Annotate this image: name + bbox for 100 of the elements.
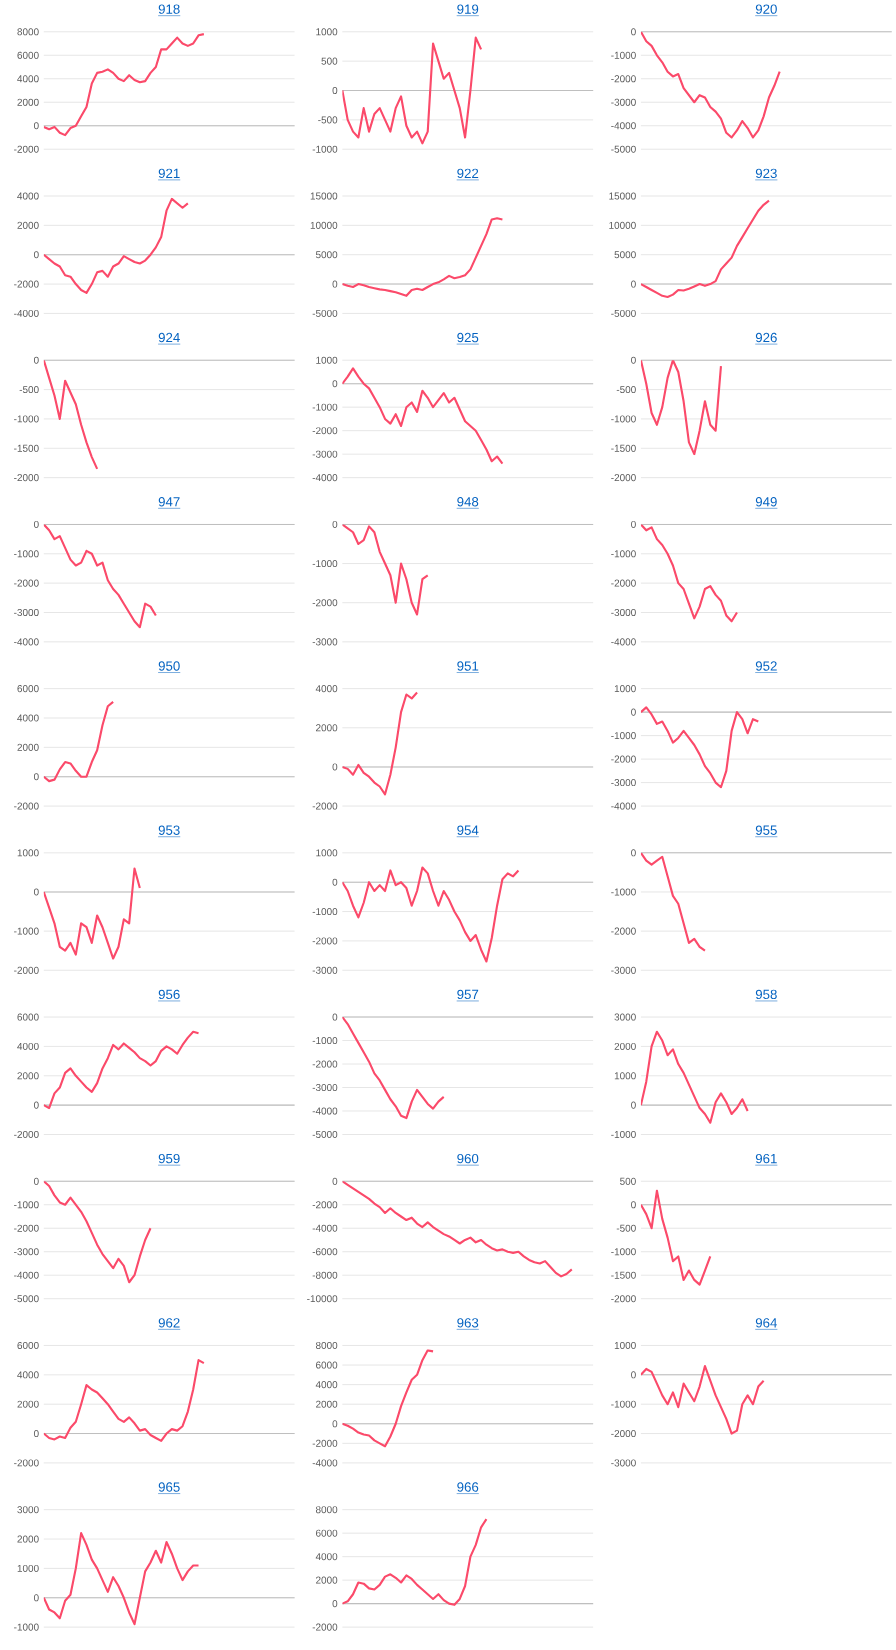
y-tick-label: 1000: [17, 1564, 39, 1572]
line-series: [641, 524, 739, 623]
y-tick-label: 10000: [310, 221, 338, 229]
line-series: [641, 199, 771, 299]
y-tick-label: -2000: [611, 75, 636, 83]
y-tick-label: 1000: [615, 1341, 636, 1349]
y-tick-label: 3000: [17, 1506, 39, 1514]
y-tick-label: -2000: [312, 1623, 338, 1631]
y-tick-label: 15000: [609, 192, 636, 200]
y-tick-label: 2000: [316, 1400, 338, 1408]
y-tick-label: 1000: [316, 356, 338, 364]
y-tick-label: 0: [332, 86, 338, 95]
y-tick-label: -3000: [611, 1459, 636, 1467]
y-tick-label: 2000: [17, 98, 39, 106]
y-tick-label: -500: [19, 386, 39, 394]
y-tick-label: 8000: [17, 28, 39, 36]
y-tick-label: 1000: [615, 685, 636, 693]
y-tick-label: -2000: [14, 474, 39, 482]
y-tick-label: 0: [631, 849, 636, 857]
y-tick-label: 2000: [17, 1535, 39, 1543]
y-tick-label: 4000: [17, 75, 39, 83]
y-tick-label: 0: [34, 1101, 39, 1109]
y-tick-label: -4000: [14, 309, 39, 317]
y-tick-label: 0: [631, 1101, 636, 1109]
chart-title: 920: [756, 4, 778, 14]
chart-title: 965: [158, 1482, 180, 1492]
y-tick-label: -5000: [611, 145, 636, 153]
y-tick-label: -4000: [312, 1224, 338, 1232]
y-tick-label: -1500: [611, 444, 636, 452]
chart-title: 953: [158, 825, 180, 835]
chart-title: 925: [457, 332, 479, 343]
y-tick-label: 2000: [316, 1576, 338, 1584]
line-series: [43, 524, 158, 629]
chart-title: 919: [457, 4, 479, 14]
y-tick-label: -2000: [14, 1224, 39, 1232]
y-tick-label: -2000: [312, 802, 338, 810]
y-tick-label: -2000: [611, 1295, 636, 1303]
y-tick-label: 15000: [310, 192, 338, 200]
y-tick-label: 6000: [316, 1361, 338, 1369]
chart-title: 958: [756, 989, 777, 1000]
y-tick-label: -2000: [611, 927, 636, 935]
y-tick-label: -4000: [14, 638, 39, 646]
y-tick-label: -1500: [611, 1271, 636, 1279]
y-tick-label: 2000: [17, 221, 39, 229]
y-tick-label: -2000: [14, 802, 39, 810]
chart-title: 949: [756, 497, 777, 507]
line-series: [342, 691, 419, 796]
chart-title: 926: [756, 332, 777, 343]
y-tick-label: 0: [631, 280, 636, 288]
y-tick-label: 3000: [614, 1013, 636, 1021]
y-tick-label: 8000: [316, 1506, 338, 1514]
y-tick-label: 4000: [315, 1553, 338, 1561]
chart-title: 963: [457, 1318, 479, 1328]
line-series: [342, 36, 483, 145]
y-tick-label: 0: [631, 520, 636, 528]
y-tick-label: -2000: [312, 427, 338, 435]
y-tick-label: -3000: [312, 450, 338, 458]
line-series: [43, 1532, 200, 1626]
y-tick-label: 10000: [609, 221, 636, 229]
line-series: [641, 360, 723, 456]
line-series: [342, 217, 504, 297]
chart-title: 955: [756, 825, 777, 835]
y-tick-label: -3000: [611, 98, 636, 106]
y-tick-label: -1000: [611, 732, 636, 740]
y-tick-label: -4000: [312, 1107, 338, 1115]
y-tick-label: 4000: [315, 685, 338, 693]
line-series: [342, 1349, 435, 1448]
y-tick-label: 0: [34, 251, 39, 259]
y-tick-label: 2000: [316, 724, 338, 732]
y-tick-label: -2000: [312, 599, 338, 607]
y-tick-label: 0: [332, 763, 338, 771]
y-tick-label: -5000: [312, 309, 338, 317]
y-tick-label: -2000: [14, 1130, 39, 1139]
chart-title: 956: [158, 989, 180, 1000]
y-tick-label: -3000: [312, 1083, 338, 1092]
y-tick-label: -3000: [14, 1248, 39, 1256]
chart-title: 952: [756, 661, 777, 671]
y-tick-label: 0: [631, 356, 636, 364]
y-tick-label: -5000: [611, 309, 636, 317]
chart-title: 962: [158, 1318, 180, 1328]
y-tick-label: -1000: [611, 550, 636, 558]
chart-title: 950: [158, 661, 180, 671]
y-tick-label: -1000: [611, 1248, 636, 1256]
line-series: [43, 33, 206, 137]
y-tick-label: -6000: [312, 1248, 338, 1256]
y-tick-label: 0: [34, 1430, 39, 1438]
line-series: [43, 1359, 206, 1442]
y-tick-label: -1000: [14, 550, 39, 558]
y-tick-label: 1000: [615, 1072, 636, 1080]
y-tick-label: 6000: [17, 1341, 39, 1349]
y-tick-label: -3000: [312, 966, 338, 974]
y-tick-label: 6000: [17, 1013, 39, 1021]
y-tick-label: 1000: [17, 849, 39, 857]
line-series: [641, 706, 760, 789]
chart-title: 924: [158, 332, 181, 343]
y-tick-label: -5000: [312, 1130, 338, 1139]
y-tick-label: -2000: [611, 474, 636, 482]
line-series: [43, 360, 99, 470]
y-tick-label: 4000: [17, 192, 39, 200]
y-tick-label: -1000: [14, 1623, 39, 1631]
